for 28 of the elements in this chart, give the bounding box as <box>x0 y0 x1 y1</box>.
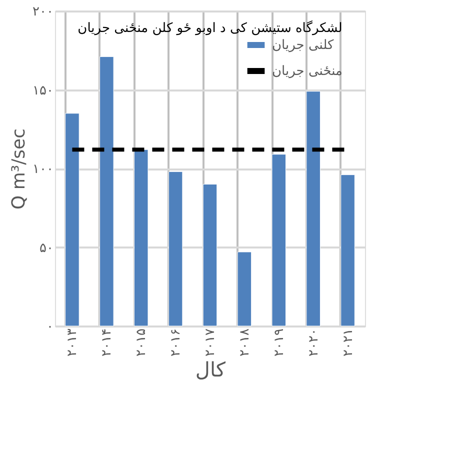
y-tick-label: ۱۰۰ <box>32 162 54 177</box>
x-tick-label: ۲۰۱۵ <box>134 328 150 356</box>
x-tick-label: ۲۰۱۴ <box>100 328 115 356</box>
x-tick-label: ۲۰۱۹ <box>272 328 287 356</box>
text: لشکرگاه ستیشن کی د اوبو ځو کلن منځنی جریان <box>78 20 342 36</box>
bar <box>237 252 252 326</box>
bar <box>168 171 183 326</box>
y-tick-label: ۲۰۰ <box>32 4 54 20</box>
bar <box>100 56 114 326</box>
bar <box>306 91 320 326</box>
legend-label: منځنی جریان <box>272 64 343 79</box>
bar <box>272 154 286 326</box>
bar <box>340 174 355 326</box>
bar <box>202 184 218 326</box>
y-axis-title: Q m³/sec <box>8 128 30 210</box>
x-tick-label: ۲۰۲۰ <box>306 328 322 356</box>
x-tick-label: ۲۰۱۶ <box>168 328 184 356</box>
y-tick-label: ۱۵۰ <box>32 83 54 98</box>
legend-label: کلنی جریان <box>272 38 335 53</box>
y-tick-label: ۵۰ <box>40 240 54 256</box>
x-tick-label: ۲۰۱۷ <box>203 328 218 356</box>
x-axis-title: کال <box>195 357 226 382</box>
bar <box>134 149 148 326</box>
x-tick-label: ۲۰۲۱ <box>340 328 356 356</box>
x-tick-label: ۲۰۱۸ <box>237 328 252 356</box>
x-tick-label: ۲۰۱۳ <box>65 328 80 356</box>
y-tick-label: ۰ <box>46 320 54 334</box>
bar <box>65 113 80 326</box>
